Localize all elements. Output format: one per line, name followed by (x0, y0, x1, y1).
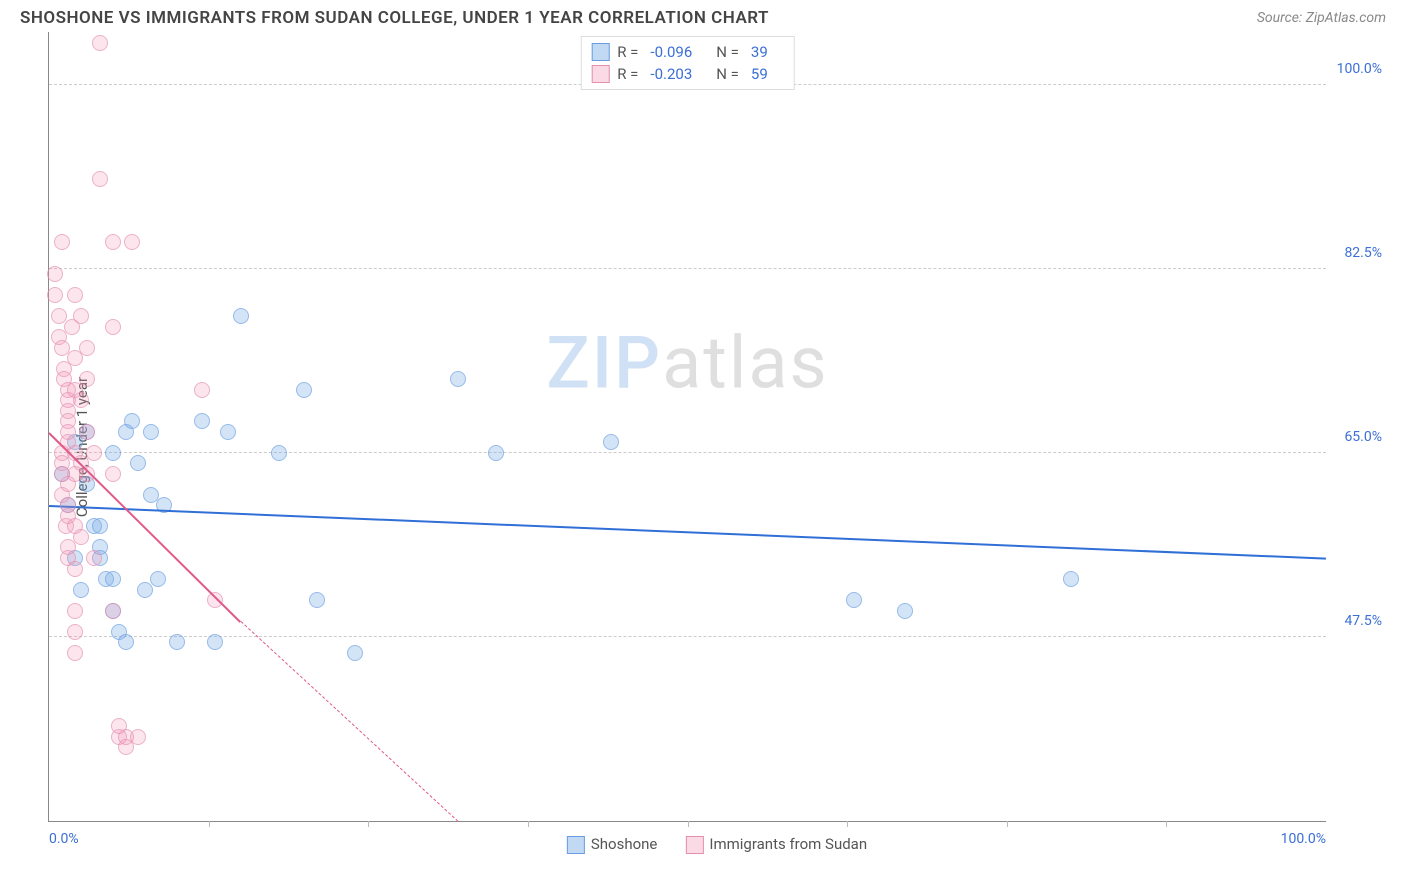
data-point (309, 592, 325, 608)
plot-area: ZIPatlas R =-0.096N =39R =-0.203N =59 47… (48, 32, 1326, 822)
legend-item: Shoshone (567, 835, 658, 854)
data-point (207, 634, 223, 650)
data-point (846, 592, 862, 608)
legend-stat-row: R =-0.203N =59 (591, 63, 784, 85)
data-point (79, 371, 95, 387)
data-point (105, 571, 121, 587)
gridline-h (49, 452, 1326, 453)
x-tick-label: 100.0% (1281, 831, 1326, 847)
gridline-h (49, 636, 1326, 637)
data-point (1063, 571, 1079, 587)
legend-swatch (591, 43, 609, 61)
x-tick (847, 821, 848, 827)
data-point (92, 171, 108, 187)
x-tick-label: 0.0% (49, 831, 79, 847)
data-point (92, 518, 108, 534)
legend-swatch (591, 65, 609, 83)
data-point (124, 413, 140, 429)
data-point (67, 287, 83, 303)
data-point (130, 455, 146, 471)
data-point (105, 234, 121, 250)
x-tick (528, 821, 529, 827)
correlation-legend: R =-0.096N =39R =-0.203N =59 (580, 36, 795, 90)
data-point (130, 729, 146, 745)
data-point (92, 35, 108, 51)
data-point (169, 634, 185, 650)
data-point (271, 445, 287, 461)
y-tick-label: 65.0% (1344, 429, 1382, 445)
legend-swatch (685, 836, 703, 854)
series-legend: Shoshone Immigrants from Sudan (567, 835, 867, 854)
y-tick-label: 82.5% (1344, 245, 1382, 261)
data-point (347, 645, 363, 661)
data-point (86, 550, 102, 566)
y-tick-label: 100.0% (1337, 61, 1382, 77)
data-point (54, 234, 70, 250)
data-point (118, 634, 134, 650)
legend-stat-row: R =-0.096N =39 (591, 41, 784, 63)
data-point (67, 645, 83, 661)
data-point (233, 308, 249, 324)
data-point (194, 413, 210, 429)
source-attribution: Source: ZipAtlas.com (1257, 10, 1386, 26)
gridline-h (49, 268, 1326, 269)
data-point (124, 234, 140, 250)
data-point (296, 382, 312, 398)
data-point (105, 319, 121, 335)
data-point (47, 287, 63, 303)
data-point (603, 434, 619, 450)
data-point (73, 582, 89, 598)
data-point (73, 392, 89, 408)
legend-swatch (567, 836, 585, 854)
data-point (105, 603, 121, 619)
data-point (79, 340, 95, 356)
legend-item: Immigrants from Sudan (685, 835, 867, 854)
data-point (220, 424, 236, 440)
data-point (150, 571, 166, 587)
data-point (47, 266, 63, 282)
data-point (79, 466, 95, 482)
data-point (194, 382, 210, 398)
data-point (207, 592, 223, 608)
data-point (73, 308, 89, 324)
data-point (86, 445, 102, 461)
data-point (143, 424, 159, 440)
data-point (67, 624, 83, 640)
data-point (73, 529, 89, 545)
y-tick-label: 47.5% (1344, 613, 1382, 629)
data-point (79, 424, 95, 440)
data-point (105, 445, 121, 461)
x-tick (368, 821, 369, 827)
x-tick (1166, 821, 1167, 827)
chart-title: SHOSHONE VS IMMIGRANTS FROM SUDAN COLLEG… (20, 8, 769, 28)
chart-container: College, Under 1 year ZIPatlas R =-0.096… (48, 32, 1386, 862)
data-point (897, 603, 913, 619)
x-tick (688, 821, 689, 827)
watermark: ZIPatlas (546, 321, 828, 406)
data-point (450, 371, 466, 387)
data-point (67, 603, 83, 619)
regression-line (49, 505, 1326, 560)
data-point (105, 466, 121, 482)
data-point (67, 561, 83, 577)
x-tick (209, 821, 210, 827)
x-tick (1007, 821, 1008, 827)
data-point (488, 445, 504, 461)
